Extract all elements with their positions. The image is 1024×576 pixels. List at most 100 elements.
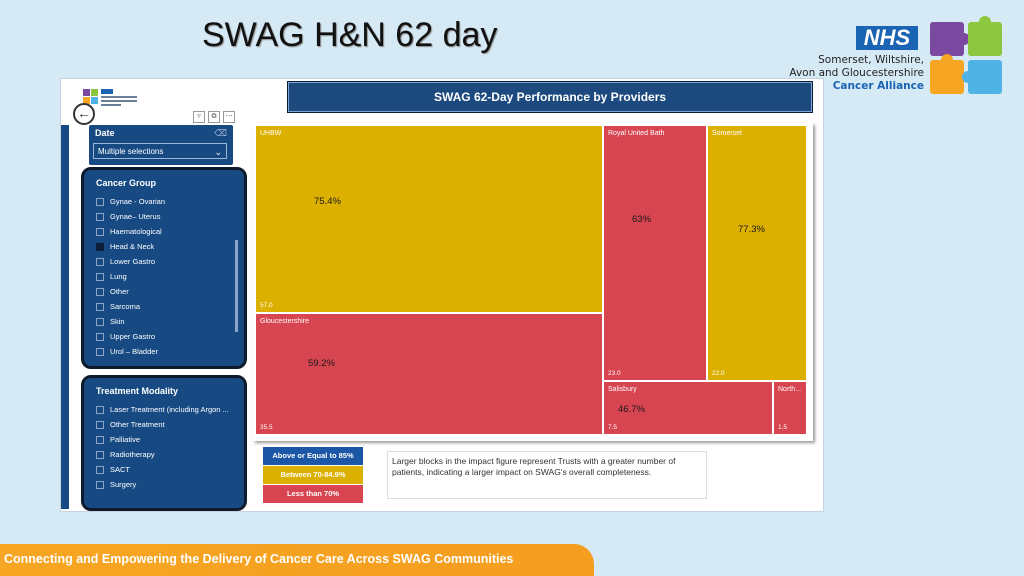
cancer-group-item-label: Skin xyxy=(110,317,125,326)
tile-percent: 77.3% xyxy=(738,224,765,235)
tile-size: 22.0 xyxy=(712,370,725,377)
tile-size: 57.0 xyxy=(260,302,273,309)
treatment-modality-slicer: Treatment Modality Laser Treatment (incl… xyxy=(81,375,247,511)
slide-title: SWAG H&N 62 day xyxy=(202,16,498,54)
treemap-tile-royal-united-bath[interactable]: Royal United Bath 63% 23.0 xyxy=(603,125,707,381)
treatment-modality-item[interactable]: Palliative xyxy=(96,432,244,447)
cancer-group-item[interactable]: Urol – Bladder xyxy=(96,344,244,359)
cancer-group-item[interactable]: Gynae - Ovarian xyxy=(96,194,244,209)
checkbox[interactable] xyxy=(96,347,104,356)
tile-size: 23.0 xyxy=(608,370,621,377)
treatment-modality-title: Treatment Modality xyxy=(96,386,179,396)
legend-70-to-84: Between 70-84.9% xyxy=(263,466,363,484)
treemap-tile-salisbury[interactable]: Salisbury 46.7% 7.5 xyxy=(603,381,773,435)
puzzle-icon xyxy=(930,16,1002,94)
checkbox[interactable] xyxy=(96,302,104,311)
treatment-modality-item[interactable]: Laser Treatment (including Argon ... xyxy=(96,402,244,417)
cancer-group-item[interactable]: Lung xyxy=(96,269,244,284)
treatment-modality-item[interactable]: SACT xyxy=(96,462,244,477)
checkbox[interactable] xyxy=(96,465,104,474)
checkbox[interactable] xyxy=(96,227,104,236)
tile-percent: 59.2% xyxy=(308,358,335,369)
impact-note: Larger blocks in the impact figure repre… xyxy=(387,451,707,499)
footer-banner: Connecting and Empowering the Delivery o… xyxy=(0,544,594,576)
org-line-1: Somerset, Wiltshire, xyxy=(818,54,924,66)
cancer-group-item-label: Head & Neck xyxy=(110,242,155,251)
checkbox[interactable] xyxy=(96,450,104,459)
checkbox[interactable] xyxy=(96,420,104,429)
cancer-group-title: Cancer Group xyxy=(96,178,157,188)
org-line-3: Cancer Alliance xyxy=(832,80,924,92)
performance-legend: Above or Equal to 85% Between 70-84.9% L… xyxy=(263,447,363,504)
tile-size: 35.5 xyxy=(260,424,273,431)
treatment-modality-item[interactable]: Surgery xyxy=(96,477,244,492)
checkbox[interactable] xyxy=(96,242,104,251)
cancer-group-item-label: Other xyxy=(110,287,129,296)
cancer-group-item[interactable]: Upper Gastro xyxy=(96,329,244,344)
checkbox[interactable] xyxy=(96,272,104,281)
filter-icon[interactable]: ▿ xyxy=(193,111,205,123)
treatment-modality-item-label: Palliative xyxy=(110,435,141,444)
treatment-modality-item-label: Radiotherapy xyxy=(110,450,155,459)
treemap-tile-gloucestershire[interactable]: Gloucestershire 59.2% 35.5 xyxy=(255,313,603,435)
footer-text: Connecting and Empowering the Delivery o… xyxy=(4,552,514,566)
dashboard-header: ← ▿ ⧉ ⋯ SWAG 62-Day Performance by Provi… xyxy=(61,79,823,125)
treatment-modality-item-label: Surgery xyxy=(110,480,137,489)
cancer-group-item-label: Sarcoma xyxy=(110,302,141,311)
cancer-group-item[interactable]: Other xyxy=(96,284,244,299)
back-arrow-icon[interactable]: ← xyxy=(73,103,95,125)
cancer-group-item[interactable]: Sarcoma xyxy=(96,299,244,314)
org-line-2: Avon and Gloucestershire xyxy=(789,67,924,79)
cancer-group-item[interactable]: Lower Gastro xyxy=(96,254,244,269)
treatment-modality-item-label: Other Treatment xyxy=(110,420,165,429)
dashboard-screenshot: ← ▿ ⧉ ⋯ SWAG 62-Day Performance by Provi… xyxy=(60,78,824,512)
cancer-group-item[interactable]: Skin xyxy=(96,314,244,329)
cancer-group-item-label: Haematological xyxy=(110,227,162,236)
treemap-tile-north[interactable]: North... 1.5 xyxy=(773,381,807,435)
cancer-group-item-label: Lower Gastro xyxy=(110,257,156,266)
legend-above-85: Above or Equal to 85% xyxy=(263,447,363,465)
dashboard-title: SWAG 62-Day Performance by Providers xyxy=(287,81,813,113)
chevron-down-icon: ⌄ xyxy=(214,147,222,157)
nhs-logo: NHS xyxy=(856,26,918,50)
tile-name: Somerset xyxy=(712,130,742,137)
checkbox[interactable] xyxy=(96,287,104,296)
cancer-group-item[interactable]: Haematological xyxy=(96,224,244,239)
date-label: Date xyxy=(95,128,115,138)
provider-treemap: UHBW 75.4% 57.0 Gloucestershire 59.2% 35… xyxy=(253,123,813,441)
tile-name: Royal United Bath xyxy=(608,130,665,137)
date-dropdown-value: Multiple selections xyxy=(98,147,164,156)
scrollbar[interactable] xyxy=(235,240,238,332)
date-dropdown[interactable]: Multiple selections ⌄ xyxy=(93,143,227,159)
cancer-group-item-label: Urol – Bladder xyxy=(110,347,158,356)
treatment-modality-item[interactable]: Other Treatment xyxy=(96,417,244,432)
checkbox[interactable] xyxy=(96,332,104,341)
treemap-tile-somerset[interactable]: Somerset 77.3% 22.0 xyxy=(707,125,807,381)
cancer-group-item[interactable]: Head & Neck xyxy=(96,239,244,254)
checkbox[interactable] xyxy=(96,212,104,221)
tile-percent: 63% xyxy=(632,214,652,225)
focus-mode-icon[interactable]: ⧉ xyxy=(208,111,220,123)
checkbox[interactable] xyxy=(96,405,104,414)
checkbox[interactable] xyxy=(96,197,104,206)
more-options-icon[interactable]: ⋯ xyxy=(223,111,235,123)
mini-logo-icon xyxy=(83,89,137,106)
eraser-icon[interactable]: ⌫ xyxy=(214,128,227,138)
tile-name: North... xyxy=(778,386,801,393)
legend-below-70: Less than 70% xyxy=(263,485,363,503)
swag-cancer-alliance-logo: NHS Somerset, Wiltshire, Avon and Glouce… xyxy=(776,16,1012,102)
date-slicer: Date ⌫ Multiple selections ⌄ xyxy=(89,125,233,165)
tile-name: UHBW xyxy=(260,130,282,137)
org-name: Somerset, Wiltshire, Avon and Gloucester… xyxy=(789,54,924,93)
treemap-tile-uhbw[interactable]: UHBW 75.4% 57.0 xyxy=(255,125,603,313)
tile-name: Salisbury xyxy=(608,386,637,393)
checkbox[interactable] xyxy=(96,435,104,444)
treatment-modality-item-label: SACT xyxy=(110,465,131,474)
cancer-group-slicer: Cancer Group Gynae - Ovarian Gynae– Uteru… xyxy=(81,167,247,369)
cancer-group-item-label: Gynae– Uterus xyxy=(110,212,161,221)
checkbox[interactable] xyxy=(96,480,104,489)
cancer-group-item[interactable]: Gynae– Uterus xyxy=(96,209,244,224)
checkbox[interactable] xyxy=(96,257,104,266)
checkbox[interactable] xyxy=(96,317,104,326)
treatment-modality-item[interactable]: Radiotherapy xyxy=(96,447,244,462)
